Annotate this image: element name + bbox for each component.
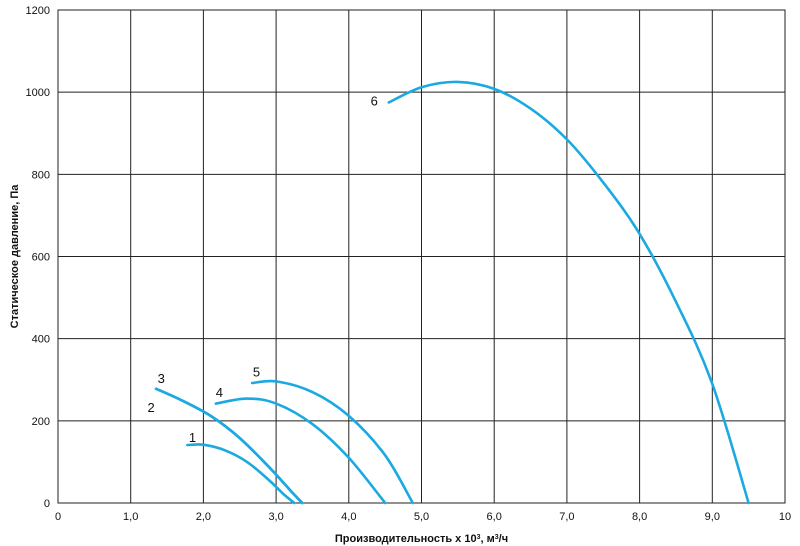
y-axis-ticks: 0 200 400 600 800 1000 1200 xyxy=(26,5,50,510)
x-tick-label: 7,0 xyxy=(559,511,574,523)
curve-label-4: 4 xyxy=(216,385,223,400)
x-tick-label: 9,0 xyxy=(705,511,720,523)
x-axis-title-exponent: 3 xyxy=(477,534,481,541)
curve-3 xyxy=(154,387,304,505)
y-tick-label: 800 xyxy=(32,169,50,181)
y-tick-label: 200 xyxy=(32,416,50,428)
x-axis-title-unit-exponent: 3 xyxy=(495,534,499,541)
x-axis-ticks: 0 1,0 2,0 3,0 4,0 5,0 6,0 7,0 8,0 9,0 10 xyxy=(55,511,791,523)
curve-1 xyxy=(186,443,296,505)
x-tick-label: 3,0 xyxy=(268,511,283,523)
x-tick-label: 4,0 xyxy=(341,511,356,523)
y-tick-label: 1000 xyxy=(26,87,50,99)
y-axis-title: Статическое давление, Па xyxy=(9,184,21,329)
x-tick-label: 8,0 xyxy=(632,511,647,523)
series-curves xyxy=(154,80,750,505)
curve-label-3: 3 xyxy=(158,371,165,386)
y-tick-label: 400 xyxy=(32,334,50,346)
x-axis-title-tail: /ч xyxy=(499,533,508,545)
y-tick-label: 600 xyxy=(32,252,50,264)
curve-label-1: 1 xyxy=(189,430,196,445)
grid-lines xyxy=(57,9,786,504)
curve-label-6: 6 xyxy=(371,93,378,108)
curve-4 xyxy=(214,397,387,505)
y-tick-label: 0 xyxy=(44,498,50,510)
curve-label-2: 2 xyxy=(147,400,154,415)
plot-frame xyxy=(57,9,786,504)
y-tick-label: 1200 xyxy=(26,5,50,17)
x-tick-label: 5,0 xyxy=(414,511,429,523)
x-tick-label: 10 xyxy=(779,511,791,523)
x-axis-title-unit: , м xyxy=(481,533,495,545)
curve-label-5: 5 xyxy=(253,364,260,379)
x-axis-title-main: Производительность x 10 xyxy=(335,533,477,545)
x-tick-label: 1,0 xyxy=(123,511,138,523)
curve-6 xyxy=(387,80,750,505)
curve-5 xyxy=(250,379,415,505)
x-axis-title: Производительность x 103, м3/ч xyxy=(335,533,508,545)
x-tick-label: 0 xyxy=(55,511,61,523)
x-tick-label: 6,0 xyxy=(487,511,502,523)
x-tick-label: 2,0 xyxy=(196,511,211,523)
